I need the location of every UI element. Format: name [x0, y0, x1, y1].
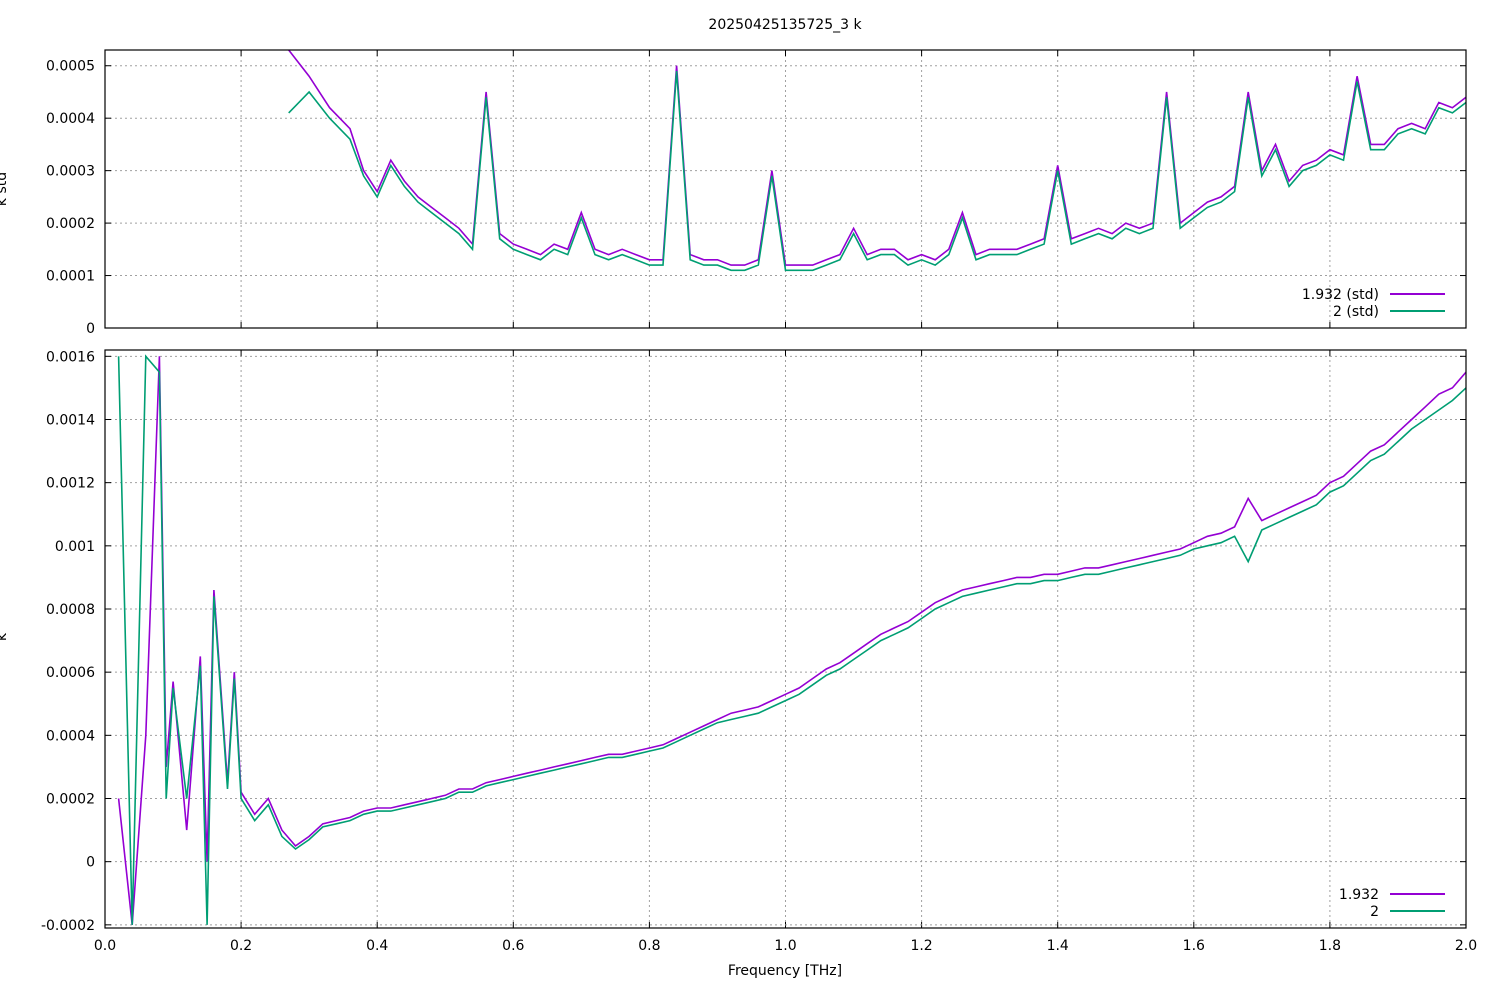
- x-tick-label: 2.0: [1455, 938, 1477, 954]
- x-tick-label: 1.6: [1183, 938, 1205, 954]
- y-tick-label: 0.0014: [46, 412, 95, 428]
- top-y-axis-label: k std: [0, 172, 10, 206]
- x-tick-label: 0.8: [638, 938, 660, 954]
- legend-label: 2 (std): [1333, 304, 1379, 320]
- series-line-b: [288, 70, 1466, 272]
- legend-label: 1.932: [1339, 887, 1379, 903]
- x-tick-label: 1.8: [1319, 938, 1341, 954]
- y-tick-label: -0.0002: [41, 918, 95, 934]
- x-tick-label: 0.0: [94, 938, 116, 954]
- y-tick-label: 0.0002: [46, 792, 95, 808]
- y-tick-label: 0.0006: [46, 665, 95, 681]
- panel-1: 0.0 0.2 0.4 0.6 0.8 1.0 1.2 1.4 1.6 1.8 2.0 -0.0002…: [41, 349, 1477, 954]
- series-line-b: [117, 354, 1466, 925]
- legend-label: 2: [1370, 904, 1379, 920]
- y-tick-label: 0: [86, 321, 95, 337]
- bottom-y-axis-label: k: [0, 632, 10, 641]
- y-tick-label: 0.0002: [46, 216, 95, 232]
- x-tick-label: 0.4: [366, 938, 388, 954]
- series-line-a: [288, 50, 1466, 266]
- y-tick-label: 0: [86, 855, 95, 871]
- y-tick-label: 0.0016: [46, 349, 95, 365]
- x-tick-label: 1.2: [910, 938, 932, 954]
- y-tick-label: 0.0008: [46, 602, 95, 618]
- figure-title: 20250425135725_3 k: [708, 17, 862, 33]
- y-tick-label: 0.0004: [46, 728, 95, 744]
- y-tick-label: 0.0012: [46, 476, 95, 492]
- x-axis-label: Frequency [THz]: [728, 963, 842, 979]
- y-tick-label: 0.0001: [46, 269, 95, 285]
- legend-label: 1.932 (std): [1302, 287, 1379, 303]
- x-tick-label: 0.2: [230, 938, 252, 954]
- y-tick-label: 0.0004: [46, 111, 95, 127]
- y-tick-label: 0.001: [55, 539, 95, 555]
- plot-frame: [104, 49, 1467, 329]
- x-tick-label: 1.4: [1047, 938, 1069, 954]
- series-line-a: [117, 356, 1466, 925]
- panel-0: 0 0.0001 0.0002 0.0003 0.0004 0.0005 1.932 (st…: [46, 49, 1467, 337]
- x-tick-label: 0.6: [502, 938, 524, 954]
- plot-frame: [104, 349, 1467, 929]
- x-tick-label: 1.0: [774, 938, 796, 954]
- y-tick-label: 0.0005: [46, 59, 95, 75]
- y-tick-label: 0.0003: [46, 164, 95, 180]
